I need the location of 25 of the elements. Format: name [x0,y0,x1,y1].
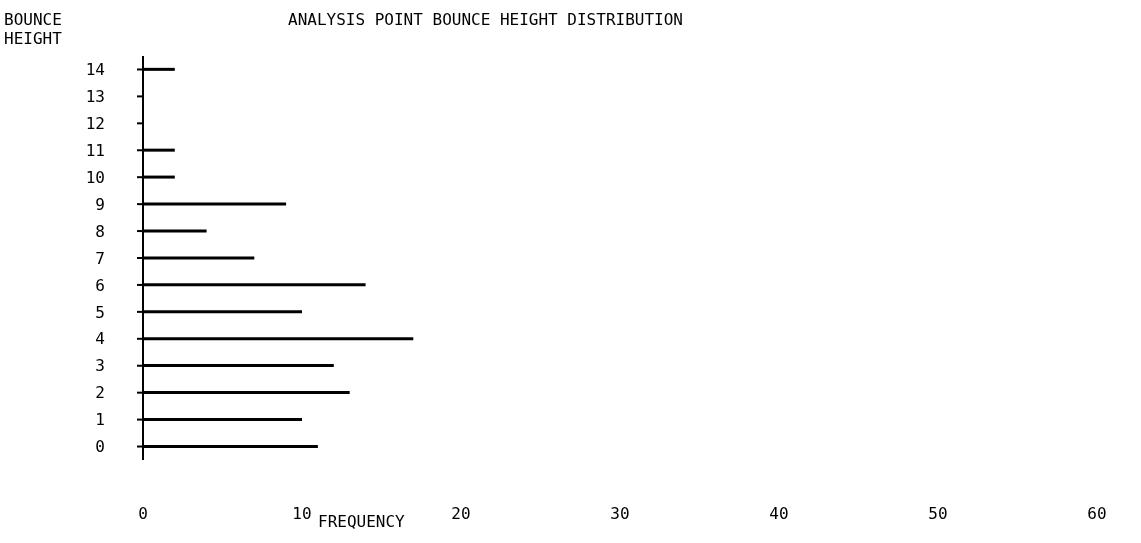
y-tick-label: 7 [95,248,105,268]
x-tick-label: 20 [451,504,471,524]
y-tick-label: 11 [85,140,105,160]
y-tick-label: 2 [95,383,105,403]
x-tick-label: 60 [1087,504,1107,524]
chart-title: ANALYSIS POINT BOUNCE HEIGHT DISTRIBUTION [288,10,683,29]
y-tick-label: 4 [95,329,105,349]
y-tick-label: 6 [95,275,105,295]
y-tick-label: 0 [95,437,105,457]
x-tick-label: 50 [928,504,948,524]
y-tick-label: 3 [95,356,105,376]
y-axis-title: BOUNCE HEIGHT [4,10,63,48]
x-tick-label: 40 [769,504,789,524]
y-tick-label: 12 [85,114,105,134]
y-tick-label: 10 [85,167,105,187]
y-tick-label: 14 [85,60,105,80]
y-tick-label: 9 [95,194,105,214]
x-tick-label: 30 [610,504,630,524]
y-tick-label: 5 [95,302,105,322]
x-axis-title: FREQUENCY [318,512,405,531]
y-tick-label: 13 [85,87,105,107]
x-tick-label: 10 [292,504,312,524]
y-tick-label: 1 [95,410,105,430]
x-tick-label: 0 [138,504,148,524]
y-tick-label: 8 [95,221,105,241]
